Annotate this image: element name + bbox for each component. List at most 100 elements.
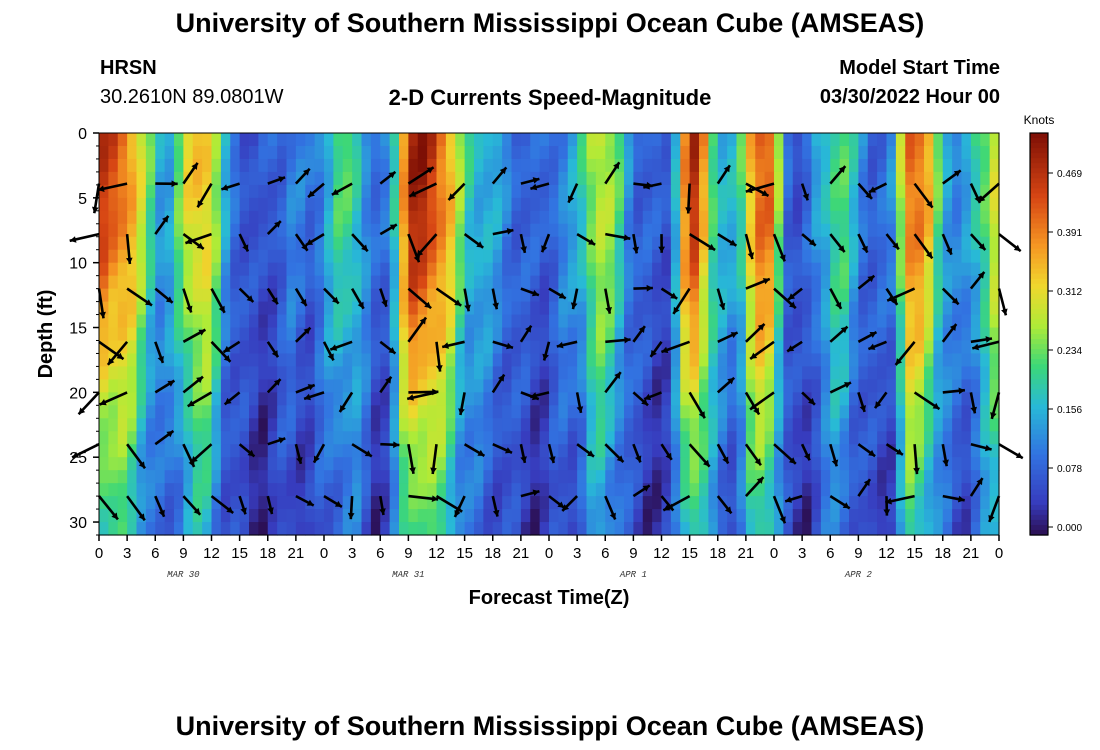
heatmap-cell (155, 158, 166, 173)
heatmap-cell (267, 133, 278, 147)
heatmap-cell (680, 275, 691, 290)
heatmap-cell (427, 457, 438, 471)
heatmap-cell (745, 301, 756, 316)
heatmap-cell (820, 522, 831, 536)
heatmap-cell (380, 470, 391, 484)
heatmap-cell (961, 431, 972, 445)
heatmap-cell (220, 483, 231, 497)
heatmap-cell (530, 327, 541, 342)
heatmap-cell (624, 483, 634, 497)
heatmap-cell (989, 522, 1000, 536)
heatmap-cell (380, 366, 391, 380)
vector-head (242, 244, 249, 252)
heatmap-cell (595, 418, 606, 432)
heatmap-cell (558, 366, 569, 380)
heatmap-cell (886, 275, 897, 290)
heatmap-cell (211, 405, 222, 419)
heatmap-cell (802, 133, 813, 147)
heatmap-cell (230, 444, 241, 458)
heatmap-cell (127, 509, 138, 523)
vector-head (301, 243, 308, 251)
heatmap-cell (408, 483, 419, 497)
vector-head (605, 307, 612, 314)
heatmap-cell (145, 353, 156, 368)
heatmap-cell (708, 301, 719, 316)
vector-head (198, 329, 206, 336)
heatmap-cell (989, 496, 1000, 510)
heatmap-cell (614, 249, 625, 264)
current-vector (266, 341, 280, 358)
heatmap-cell (549, 210, 559, 225)
vector-head (388, 171, 396, 179)
heatmap-cell (258, 418, 269, 432)
heatmap-cell (408, 340, 419, 355)
heatmap-cell (736, 379, 747, 393)
heatmap-cell (314, 431, 325, 445)
heatmap-cell (727, 418, 738, 432)
heatmap-cell (755, 340, 766, 355)
current-vector (435, 341, 443, 372)
heatmap-cell (708, 353, 719, 368)
heatmap-cell (811, 184, 822, 199)
heatmap-cell (183, 418, 194, 432)
heatmap-cell (333, 366, 344, 380)
heatmap-cell (352, 158, 363, 173)
heatmap-cell (699, 210, 709, 225)
heatmap-cell (867, 301, 878, 316)
heatmap-cell (952, 288, 963, 303)
heatmap-cell (136, 210, 147, 225)
heatmap-cell (277, 197, 288, 212)
heatmap-cell (286, 470, 297, 484)
vector-head (166, 430, 174, 438)
x-tick-label: 0 (95, 545, 103, 562)
heatmap-cell (849, 314, 859, 329)
heatmap-cell (792, 223, 803, 238)
current-vector (857, 443, 876, 458)
heatmap-cell (174, 275, 184, 290)
heatmap-cell (867, 496, 878, 510)
heatmap-field (99, 133, 1000, 536)
heatmap-cell (230, 457, 241, 471)
heatmap-cell (474, 184, 484, 199)
vector-head (126, 257, 133, 264)
colorbar-swatch (1030, 439, 1048, 446)
heatmap-cell (249, 470, 259, 484)
heatmap-cell (174, 483, 184, 497)
heatmap-cell (980, 366, 991, 380)
heatmap-cell (689, 223, 700, 238)
heatmap-cell (455, 522, 466, 536)
heatmap-cell (220, 496, 231, 510)
vector-head (1001, 308, 1008, 316)
heatmap-cell (886, 509, 897, 523)
heatmap-cell (277, 509, 288, 523)
heatmap-cell (699, 470, 709, 484)
heatmap-cell (502, 197, 513, 212)
vector-head (99, 311, 106, 319)
colorbar-swatch (1030, 273, 1048, 280)
heatmap-cell (314, 509, 325, 523)
vector-head (831, 459, 839, 467)
heatmap-cell (192, 405, 203, 419)
heatmap-cell (314, 483, 325, 497)
heatmap-cell (764, 314, 775, 329)
heatmap-cell (277, 353, 288, 368)
heatmap-cell (277, 496, 288, 510)
heatmap-cell (370, 314, 381, 329)
heatmap-cell (483, 444, 494, 458)
heatmap-cell (399, 223, 409, 238)
heatmap-cell (717, 392, 728, 406)
heatmap-cell (267, 418, 278, 432)
current-vector (633, 284, 653, 292)
heatmap-cell (286, 340, 297, 355)
heatmap-cell (417, 379, 428, 393)
heatmap-cell (886, 145, 897, 160)
heatmap-cell (239, 418, 250, 432)
heatmap-cell (586, 509, 597, 523)
heatmap-cell (333, 418, 344, 432)
heatmap-cell (549, 133, 559, 147)
heatmap-cell (708, 470, 719, 484)
vector-head (308, 190, 315, 198)
heatmap-cell (774, 366, 784, 380)
heatmap-cell (277, 145, 288, 160)
current-vector (322, 341, 335, 361)
